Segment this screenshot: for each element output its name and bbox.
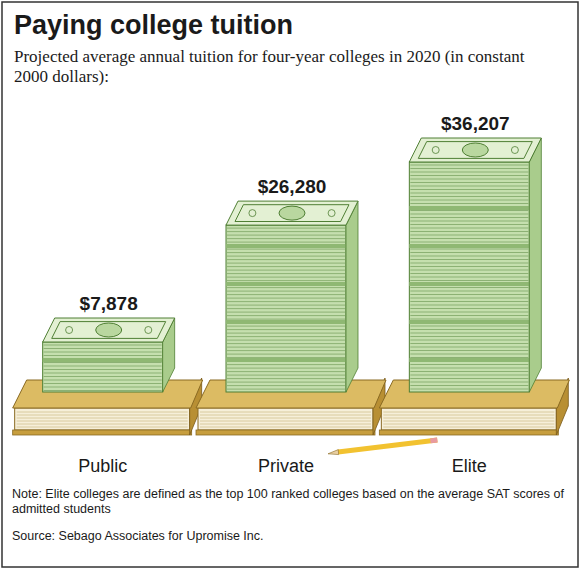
book-pages — [381, 408, 556, 430]
money-stack-side — [529, 138, 541, 392]
book-pages — [15, 408, 190, 430]
money-stack-group — [226, 201, 358, 392]
money-stack — [43, 342, 163, 392]
book-page-lines — [17, 412, 188, 427]
money-stack — [226, 225, 346, 392]
bill-strap — [226, 282, 346, 286]
bill-portrait — [279, 206, 305, 220]
bill-strap — [226, 244, 346, 248]
bill-top — [226, 201, 358, 225]
bill-seal — [432, 147, 439, 154]
bill-strap — [409, 206, 529, 210]
category-label: Elite — [452, 456, 487, 476]
bill-border — [52, 322, 166, 339]
pencil-tip — [328, 450, 339, 455]
bill-strap — [226, 320, 346, 324]
background — [0, 0, 580, 569]
category-label: Public — [78, 456, 127, 476]
data-label: $26,280 — [258, 176, 327, 197]
bill-border — [235, 205, 349, 222]
frame — [2, 2, 578, 567]
bill-strap — [409, 320, 529, 324]
book-cover-bottom — [196, 430, 375, 435]
bill-strap — [409, 282, 529, 286]
bill-strap — [43, 358, 163, 362]
book-pages — [198, 408, 373, 430]
bill-seal — [66, 327, 73, 334]
pencil — [328, 440, 437, 455]
bill-edges — [44, 345, 162, 391]
bill-strap — [409, 244, 529, 248]
source: Source: Sebago Associates for Upromise I… — [12, 529, 264, 543]
money-stack — [409, 162, 529, 392]
book-page-lines — [383, 412, 554, 427]
chart-container: Paying college tuition Projected average … — [0, 0, 580, 569]
bill-seal — [328, 210, 335, 217]
bill-seal — [145, 327, 152, 334]
chart-svg: Paying college tuition Projected average … — [0, 0, 580, 569]
book-cover-bottom — [379, 430, 558, 435]
data-label: $36,207 — [441, 113, 510, 134]
bill-edges — [410, 165, 528, 389]
bill-strap — [409, 358, 529, 362]
bill-portrait — [462, 143, 488, 157]
category-label: Private — [258, 456, 314, 476]
bill-seal — [249, 210, 256, 217]
money-stack-group — [43, 318, 175, 392]
bill-portrait — [96, 323, 122, 337]
book-cover-bottom — [13, 430, 192, 435]
bill-top — [409, 138, 541, 162]
title: Paying college tuition — [14, 10, 293, 40]
pencil-eraser — [430, 438, 437, 444]
bill-border — [418, 142, 532, 159]
note: Note: Elite colleges are defined as the … — [12, 487, 564, 516]
pencil-body — [338, 440, 437, 452]
data-label: $7,878 — [80, 293, 138, 314]
bill-strap — [226, 358, 346, 362]
bill-top — [43, 318, 175, 342]
money-stack-side — [346, 201, 358, 392]
money-stack-group — [409, 138, 541, 392]
bill-seal — [511, 147, 518, 154]
bill-edges — [227, 228, 345, 389]
subtitle: Projected average annual tuition for fou… — [14, 47, 525, 86]
book-page-lines — [200, 412, 371, 427]
